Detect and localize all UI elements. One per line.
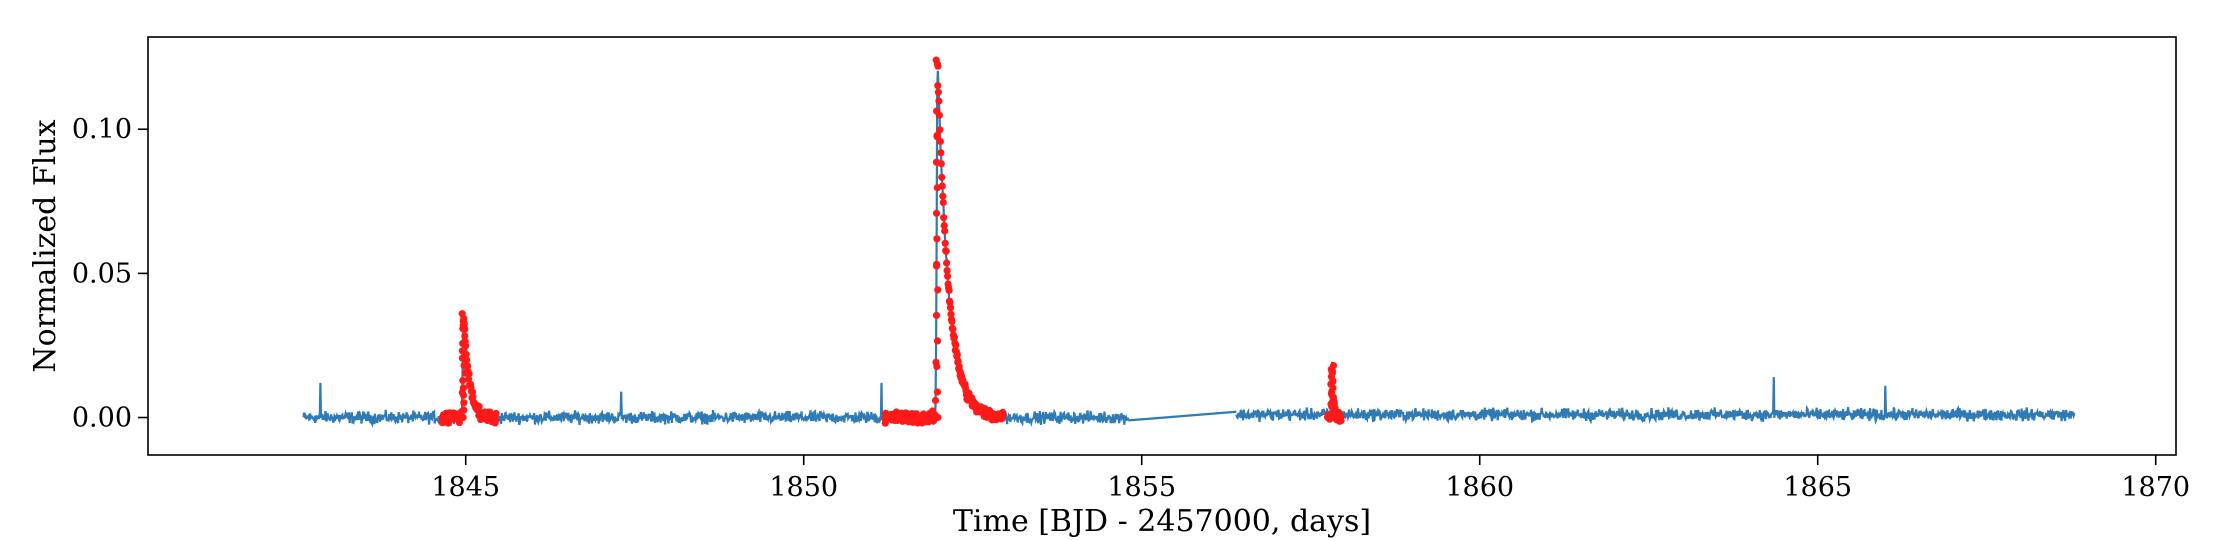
gap-connector-line <box>1128 410 1237 422</box>
flare-event-1 <box>438 310 500 427</box>
flare-point <box>937 149 945 157</box>
flare-point <box>948 317 956 325</box>
flare-point <box>881 419 889 427</box>
flare-point <box>939 198 947 207</box>
flare-event-2 <box>881 56 1007 427</box>
flare-point <box>460 406 468 414</box>
flare-point <box>946 304 955 312</box>
flare-point <box>933 260 941 268</box>
x-tick-label: 1870 <box>2121 472 2190 503</box>
flare-point <box>461 369 469 377</box>
flare-point <box>949 325 957 333</box>
plot-area <box>302 56 2076 429</box>
light-curve-segment-2 <box>1235 361 2076 425</box>
flare-point <box>459 391 468 399</box>
flare-point <box>455 419 463 427</box>
flare-point <box>475 402 483 411</box>
flare-point <box>934 286 942 294</box>
flare-point <box>933 184 942 192</box>
flare-point <box>940 222 948 230</box>
flare-point <box>459 413 467 422</box>
flare-point <box>938 173 946 181</box>
flare-point <box>941 239 949 247</box>
flare-point <box>943 267 951 275</box>
flare-point <box>459 317 467 325</box>
flare-point <box>933 388 942 396</box>
flare-point <box>459 376 467 385</box>
flare-point <box>933 107 941 115</box>
y-tick-label: 0.10 <box>72 114 132 145</box>
y-axis-label: Normalized Flux <box>28 119 63 372</box>
flare-point <box>932 209 941 217</box>
flare-point <box>933 337 942 345</box>
flare-point <box>944 272 952 280</box>
flare-point <box>458 310 466 318</box>
flare-point <box>933 235 941 243</box>
x-tick-label: 1850 <box>769 472 838 503</box>
flare-point <box>931 396 940 405</box>
flare-point <box>1329 362 1338 370</box>
flare-point <box>945 286 953 294</box>
y-tick-label: 0.00 <box>72 403 132 434</box>
series-layer <box>302 56 2076 429</box>
flare-point <box>934 82 942 90</box>
flare-point <box>932 56 940 64</box>
flare-point <box>950 333 959 341</box>
flare-point <box>934 413 942 422</box>
flare-point <box>460 399 468 407</box>
x-tick-label: 1860 <box>1445 472 1514 503</box>
flare-point <box>459 339 467 347</box>
x-tick-label: 1845 <box>431 472 500 503</box>
flare-point <box>933 362 941 371</box>
flare-point <box>458 347 466 355</box>
flare-point <box>952 341 960 349</box>
flare-point <box>936 126 944 134</box>
flare-point <box>942 247 950 255</box>
flare-point <box>939 192 947 200</box>
flare-point <box>934 62 942 70</box>
flare-point <box>459 325 467 333</box>
y-axis: 0.00 0.05 0.10 <box>72 114 148 434</box>
flare-point <box>932 311 941 319</box>
flare-point <box>458 354 467 362</box>
flare-point <box>940 214 948 222</box>
flare-point <box>460 362 468 370</box>
x-axis-label: Time [BJD - 2457000, days] <box>953 504 1371 539</box>
flare-point <box>941 227 949 235</box>
flare-point <box>492 416 500 424</box>
flare-point <box>943 259 951 267</box>
y-tick-label: 0.05 <box>72 258 132 289</box>
flare-point <box>492 409 500 418</box>
flare-point <box>999 411 1007 419</box>
flare-point <box>933 133 941 141</box>
x-tick-label: 1865 <box>1783 472 1852 503</box>
flare-point <box>953 351 961 359</box>
flare-point <box>954 357 962 365</box>
x-tick-label: 1855 <box>1107 472 1176 503</box>
flare-point <box>469 393 477 401</box>
flare-point <box>932 158 941 166</box>
x-axis: 1845 1850 1855 1860 1865 1870 <box>431 455 2190 503</box>
flare-event-3 <box>1324 362 1345 425</box>
flare-point <box>935 97 943 105</box>
axes-frame <box>147 36 2177 456</box>
flare-point <box>934 88 943 96</box>
flare-point <box>1337 417 1345 425</box>
flare-point <box>459 384 467 392</box>
flare-point <box>461 332 469 340</box>
